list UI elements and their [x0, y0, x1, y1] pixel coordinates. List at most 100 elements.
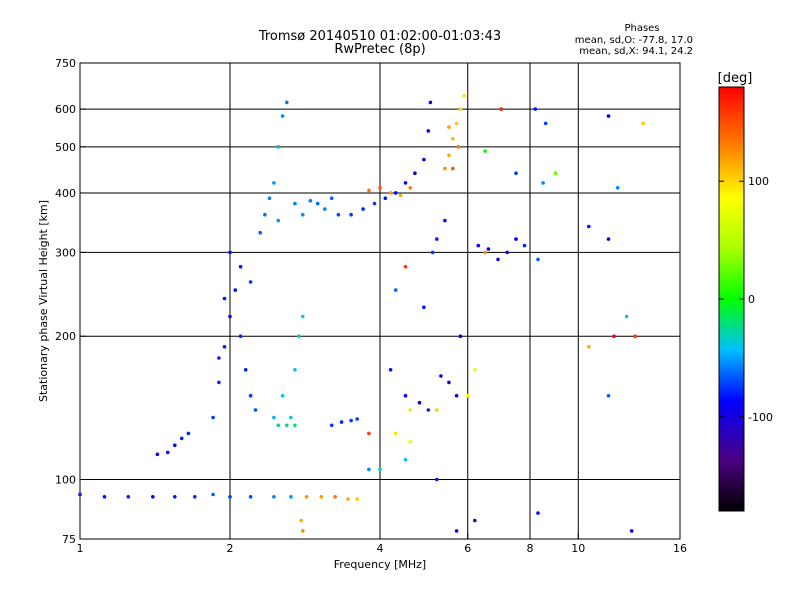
data-point [222, 345, 227, 349]
data-point [541, 181, 545, 185]
colorbar-ticks: 100 0 -100 [719, 175, 773, 424]
data-point [293, 368, 297, 372]
phase-x-stats: mean, sd,X: 94.1, 24.2 [579, 46, 693, 57]
data-point [408, 408, 413, 412]
x-tick-label: 1 [77, 542, 84, 555]
colorbar-unit: [deg] [718, 71, 753, 86]
y-tick-label: 500 [55, 141, 76, 154]
x-tick-label: 6 [464, 542, 471, 555]
data-point [456, 145, 461, 149]
data-point [587, 345, 591, 349]
data-point [293, 201, 297, 206]
data-point [280, 393, 285, 398]
data-point [151, 495, 155, 499]
data-point [458, 107, 463, 111]
data-point [398, 193, 403, 198]
data-point [248, 495, 253, 499]
data-point [267, 196, 272, 200]
data-point [301, 212, 305, 217]
data-point [258, 230, 263, 235]
data-point [388, 368, 393, 372]
data-point [367, 431, 371, 436]
data-point [536, 257, 540, 262]
data-point [293, 423, 297, 428]
data-point [253, 408, 258, 412]
data-point [233, 288, 238, 292]
data-point [315, 201, 320, 206]
data-point [522, 243, 527, 248]
y-tick-label: 750 [55, 57, 76, 70]
data-point [483, 250, 487, 255]
data-point [367, 467, 371, 472]
data-point [211, 492, 215, 497]
colorbar-tick-label: -100 [748, 411, 773, 424]
data-point [435, 237, 439, 241]
data-point [243, 368, 248, 372]
data-point [333, 495, 337, 499]
data-point [476, 243, 481, 248]
data-point [329, 196, 334, 200]
phase-o-stats: mean, sd,O: -77.8, 17.0 [575, 35, 693, 46]
data-point [248, 280, 253, 284]
data-point [367, 188, 371, 193]
data-point [355, 497, 360, 501]
y-tick-label: 200 [55, 330, 76, 343]
data-point [378, 186, 382, 190]
data-point [280, 114, 285, 118]
data-point [102, 495, 107, 499]
data-point [173, 443, 177, 448]
data-point [422, 157, 426, 162]
x-tick-label: 4 [377, 542, 384, 555]
data-point [447, 153, 451, 158]
chart-title-line1: Tromsø 20140510 01:02:00-01:03:43 [258, 29, 501, 44]
data-point [276, 145, 281, 149]
data-point [276, 423, 281, 428]
y-axis-label: Stationary phase Virtual Height [km] [37, 200, 50, 402]
data-point [514, 237, 518, 241]
data-point [272, 495, 276, 499]
data-point [361, 207, 365, 211]
data-point [408, 186, 413, 190]
data-point [426, 408, 431, 412]
data-point [430, 250, 435, 255]
x-tick-label: 2 [227, 542, 234, 555]
phase-heading: Phases [624, 23, 659, 34]
data-point [228, 250, 232, 255]
data-point [408, 440, 413, 444]
data-point [454, 393, 459, 398]
data-point [336, 212, 341, 217]
data-point [447, 125, 451, 129]
data-point [211, 415, 215, 420]
data-point [553, 171, 558, 175]
data-point [173, 495, 177, 499]
data-point [505, 250, 510, 255]
data-point [486, 247, 491, 251]
data-point [606, 393, 611, 398]
data-point [496, 257, 500, 262]
data-point [514, 171, 518, 175]
data-point [349, 418, 353, 423]
data-point [615, 186, 620, 190]
data-point [388, 191, 393, 195]
data-point [435, 408, 439, 412]
data-point [319, 495, 324, 499]
data-point [612, 334, 616, 339]
data-point [473, 518, 477, 523]
x-tick-label: 10 [571, 542, 585, 555]
data-point [447, 380, 451, 385]
y-tick-label: 600 [55, 103, 76, 116]
data-point [462, 94, 466, 98]
data-point [641, 121, 645, 126]
data-point [329, 423, 334, 428]
data-point [297, 334, 301, 339]
data-point [238, 264, 243, 269]
data-point [248, 393, 253, 398]
data-point [403, 393, 408, 398]
data-points [78, 94, 645, 533]
data-point [346, 497, 350, 501]
data-point [165, 450, 170, 455]
data-point [372, 201, 377, 206]
data-point [543, 121, 548, 126]
data-point [443, 218, 447, 223]
